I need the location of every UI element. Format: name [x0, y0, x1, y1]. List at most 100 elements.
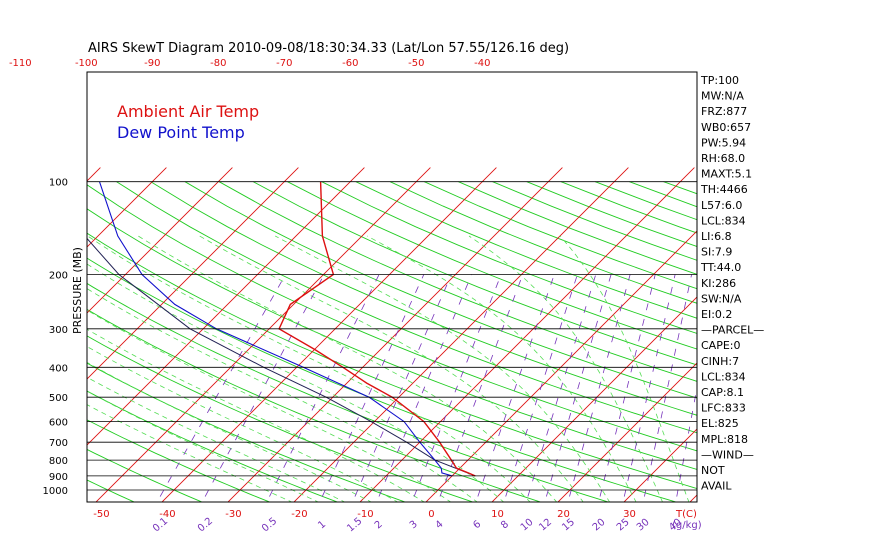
- index-text: LI:6.8: [701, 230, 732, 243]
- plot-frame: [86, 71, 698, 503]
- bottom-tick-label: -40: [159, 509, 175, 520]
- index-text: CAP:8.1: [701, 386, 744, 399]
- index-text: WB0:657: [701, 121, 751, 134]
- frame-rect: [86, 71, 698, 503]
- legend-entry: Ambient Air Temp: [117, 102, 259, 121]
- temperature-profile: [278, 181, 476, 477]
- dry-adiabat: [87, 419, 271, 502]
- bottom-tick-label: -30: [225, 509, 241, 520]
- moist-adiabat: [87, 235, 531, 502]
- index-text: LCL:834: [701, 370, 746, 383]
- bottom-tick-label: 20: [557, 509, 570, 520]
- isotherm: [755, 168, 870, 503]
- mixing-ratio-line: [159, 274, 286, 497]
- dry-adiabat: [87, 448, 203, 502]
- bottom-tick-label: -20: [291, 509, 307, 520]
- moist-adiabat: [87, 376, 346, 502]
- isotherm: [425, 230, 697, 502]
- bottom-tick-label: 10: [491, 509, 504, 520]
- stability-indices: TP:100 MW:N/A FRZ:877 WB0:657 PW:5.94 RH:68.0…: [700, 74, 764, 493]
- bottom-tick-label: -10: [357, 509, 373, 520]
- moist-adiabats: [87, 235, 690, 502]
- dry-adiabat: [87, 208, 697, 470]
- index-text: MAXT:5.1: [701, 168, 752, 181]
- isotherm: [359, 167, 695, 502]
- isotherm: [623, 428, 697, 502]
- bottom-tick-label: 0: [428, 509, 434, 520]
- dry-adiabat: [184, 181, 697, 399]
- y-axis-label: PRESSURE (MB): [71, 247, 84, 334]
- moist-adiabat: [87, 390, 319, 502]
- index-text: L57:6.0: [701, 199, 742, 212]
- dry-adiabat: [218, 181, 697, 382]
- mixing-ratio-line: [676, 385, 697, 497]
- moist-adiabat: [87, 288, 478, 502]
- mixing-ratio-line: [321, 274, 425, 497]
- isotherm: [227, 167, 563, 502]
- index-text: FRZ:877: [701, 105, 747, 118]
- top-tick-label: -100: [75, 58, 98, 69]
- mixing-ratio-label: 12: [537, 517, 554, 534]
- moist-adiabat: [87, 309, 452, 502]
- index-text: CINH:7: [701, 355, 739, 368]
- pressure-tick-label: 500: [49, 393, 68, 404]
- dry-adiabat: [87, 282, 610, 502]
- bottom-temperature-tick-labels: -50 -40 -30 -20 -10 0 10 20 30 T(C): [93, 509, 697, 520]
- legend: Ambient Air Temp Dew Point Temp: [117, 102, 259, 142]
- parcel-line: [87, 237, 476, 477]
- dry-adiabat: [389, 181, 697, 304]
- mixing-ratio-line: [644, 274, 692, 497]
- index-text: TH:4466: [700, 183, 748, 196]
- pressure-tick-label: 700: [49, 438, 68, 449]
- moist-adiabat: [275, 235, 611, 502]
- pressure-tick-labels: 1000 900 800 700 600 500 400 300 200 100: [43, 178, 68, 497]
- isotherm: [821, 168, 870, 503]
- dry-adiabat: [492, 181, 697, 261]
- index-text: —WIND—: [701, 448, 754, 461]
- mixing-ratio-label: 8: [499, 519, 511, 532]
- pressure-tick-label: 600: [49, 418, 68, 429]
- index-text: CAPE:0: [701, 339, 741, 352]
- index-text: RH:68.0: [701, 152, 745, 165]
- mixing-ratio-line: [269, 274, 380, 497]
- index-text: PW:5.94: [701, 136, 746, 149]
- moist-adiabat: [87, 328, 425, 502]
- index-text: LFC:833: [701, 402, 746, 415]
- mixing-ratio-line: [413, 274, 502, 497]
- index-text: TP:100: [700, 74, 739, 87]
- top-tick-label: -110: [9, 58, 32, 69]
- bottom-tick-label: 30: [623, 509, 636, 520]
- mixing-ratio-lines: [159, 274, 697, 497]
- index-text: LCL:834: [701, 214, 746, 227]
- mixing-ratio-line: [505, 274, 578, 497]
- dry-adiabat: [116, 181, 697, 434]
- dry-adiabat: [87, 479, 136, 502]
- index-text: KI:286: [701, 277, 736, 290]
- index-text: NOT: [701, 464, 725, 477]
- isotherm: [87, 167, 299, 380]
- isotherm: [87, 167, 167, 248]
- moist-adiabat: [87, 404, 293, 502]
- mixing-ratio-label: 20: [591, 517, 608, 534]
- top-tick-label: -40: [474, 58, 490, 69]
- isotherm: [161, 167, 497, 502]
- dry-adiabat: [663, 181, 697, 195]
- mixing-ratio-line: [569, 274, 631, 497]
- mixing-ratio-label: 6: [471, 519, 483, 532]
- isotherm: [0, 168, 34, 503]
- pressure-tick-label: 100: [49, 178, 68, 189]
- temperature-unit-label: T(C): [675, 509, 697, 520]
- mixing-ratio-label: 10: [519, 517, 536, 534]
- mixing-ratio-line: [623, 274, 676, 497]
- moist-adiabat: [468, 235, 663, 502]
- isotherm: [557, 362, 697, 502]
- mixing-ratio-line: [545, 274, 612, 497]
- index-text: SW:N/A: [701, 292, 742, 305]
- mixing-ratio-label: 1: [316, 519, 328, 532]
- mixing-ratio-label: 4: [434, 519, 446, 532]
- mixing-ratio-line: [439, 274, 524, 497]
- bottom-tick-label: -50: [93, 509, 109, 520]
- mixing-ratio-label: 30: [635, 517, 652, 534]
- pressure-tick-label: 200: [49, 271, 68, 282]
